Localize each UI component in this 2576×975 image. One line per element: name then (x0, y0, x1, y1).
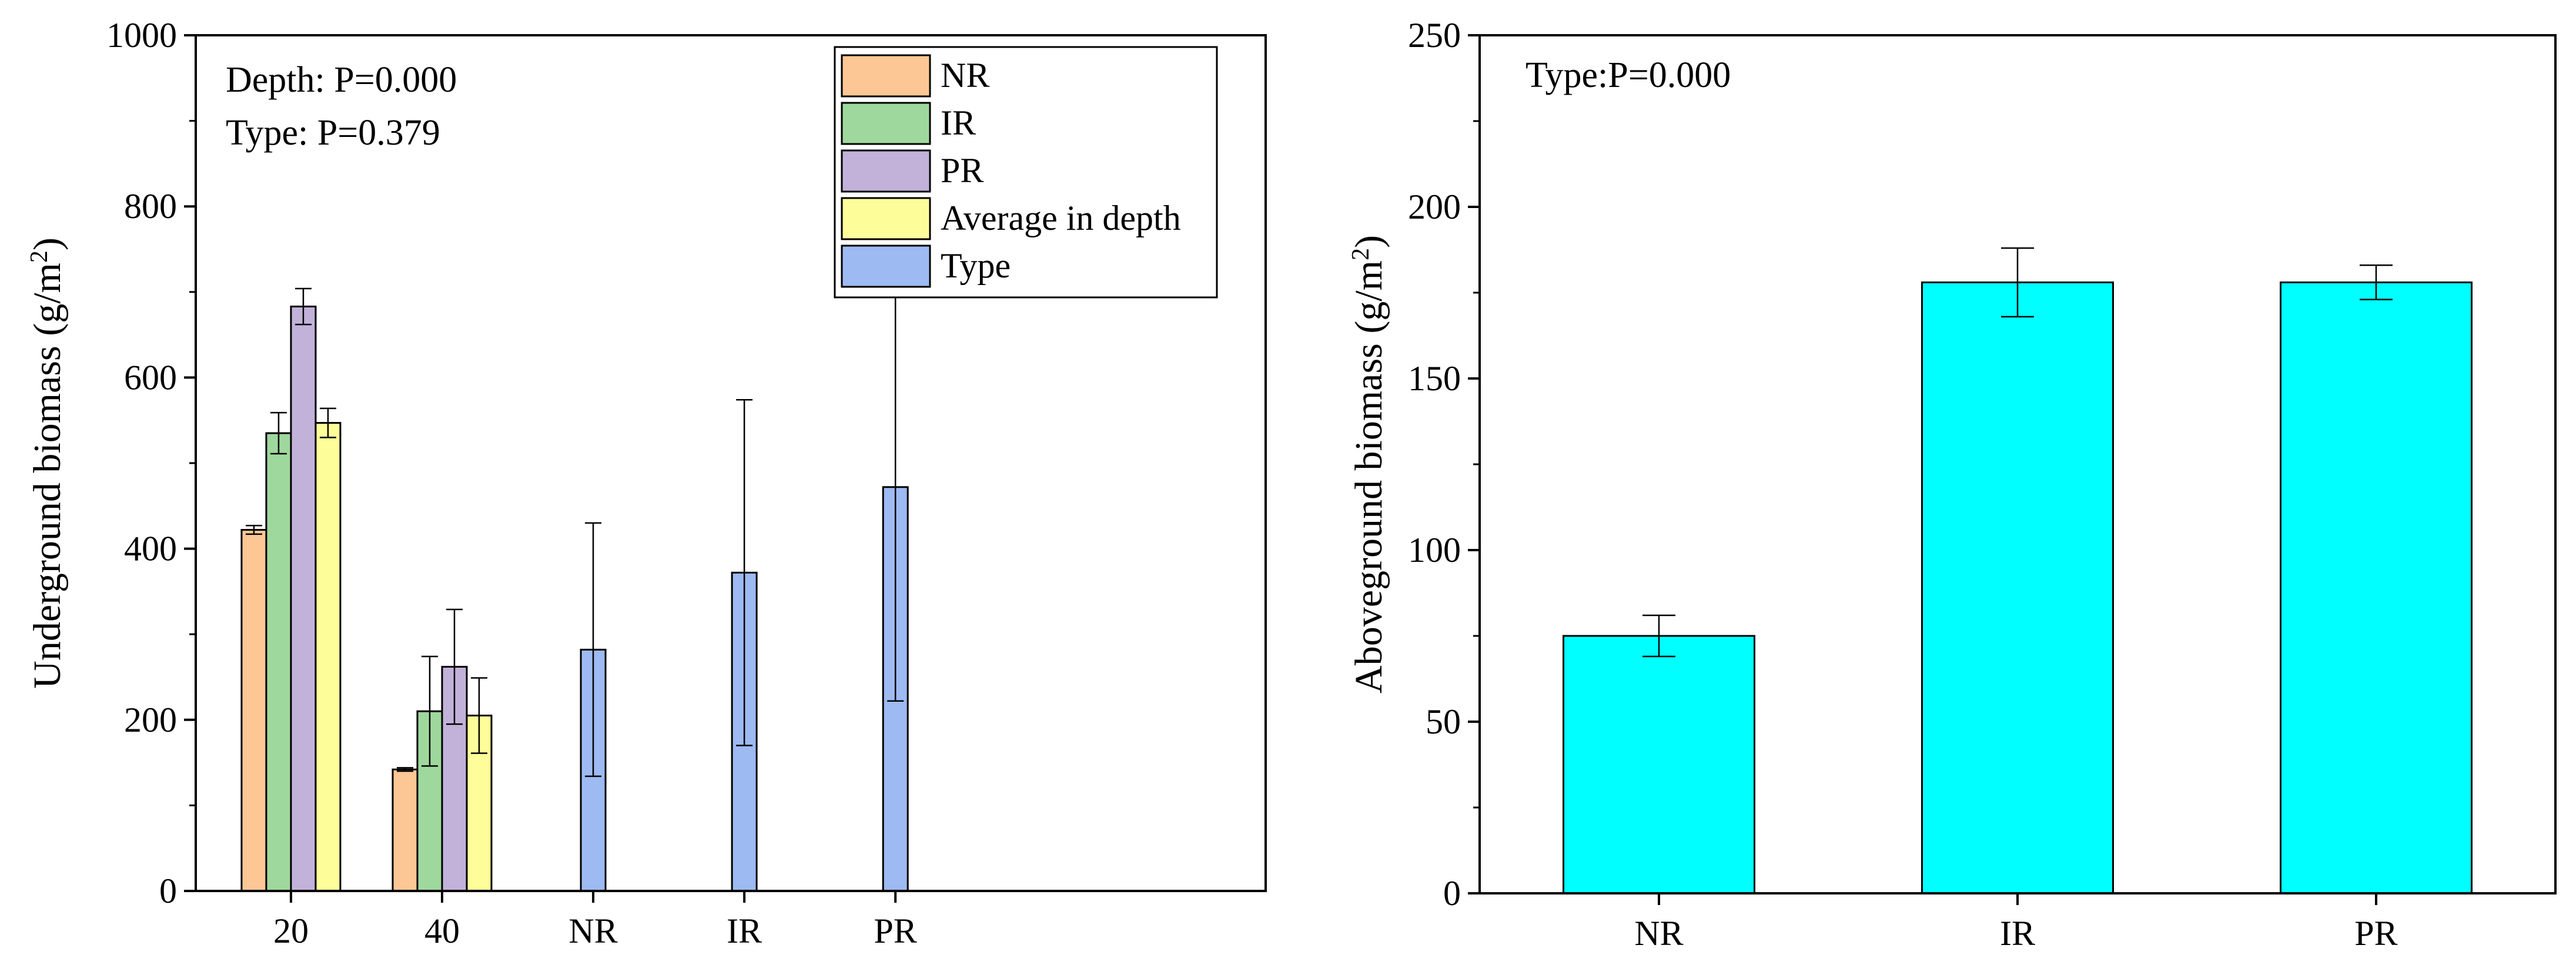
legend-swatch-ir (841, 102, 931, 145)
left-x-tick-label-20: 20 (273, 912, 309, 950)
right-x-axis-tick-labels: NR IR PR (1634, 914, 2397, 953)
legend-label-average-in-depth: Average in depth (941, 199, 1181, 237)
left-y-axis-tick-labels: 0 200 400 600 800 1000 (106, 16, 177, 910)
left-y-tick-label: 800 (124, 187, 177, 226)
right-annotation-type: Type:P=0.000 (1525, 55, 1731, 95)
right-y-tick-label: 250 (1408, 16, 1461, 55)
left-annotation-depth: Depth: P=0.000 (226, 60, 457, 100)
legend-swatch-nr (841, 54, 931, 98)
right-plot-frame (1478, 34, 2557, 894)
left-error-bars (245, 272, 904, 778)
legend-label-type: Type (941, 246, 1011, 285)
left-y-tick-label: 200 (124, 701, 177, 739)
left-x-tick-label-40: 40 (424, 912, 460, 950)
bar-aboveground-nr (1563, 635, 1755, 894)
left-x-tick-label-ir: IR (727, 912, 762, 950)
legend: NR IR PR Average in depth Type (834, 46, 1218, 299)
legend-swatch-type (841, 244, 931, 288)
right-x-tick-label-nr: NR (1634, 914, 1683, 953)
left-y-tick-label: 1000 (106, 16, 177, 55)
left-x-axis-tick-labels: 20 40 NR IR PR (273, 912, 917, 950)
right-bars (1563, 281, 2473, 894)
left-x-tick-label-pr: PR (874, 912, 917, 950)
legend-swatch-average-in-depth (841, 197, 931, 240)
bar-depth-20-ir (265, 432, 292, 892)
bar-depth-20-pr (290, 306, 317, 892)
left-y-tick-label: 0 (159, 872, 177, 910)
right-y-axis-title: Aboveground biomass (g/m2) (1347, 235, 1390, 693)
right-y-axis-tick-labels: 0 50 100 150 200 250 (1408, 16, 1461, 913)
right-x-tick-label-ir: IR (2000, 914, 2035, 953)
bar-aboveground-ir (1921, 281, 2114, 894)
right-y-tick-label: 100 (1408, 531, 1461, 569)
legend-label-nr: NR (941, 56, 989, 95)
left-annotation-type: Type: P=0.379 (226, 113, 440, 153)
right-error-bars (1642, 247, 2393, 658)
left-y-tick-label: 600 (124, 358, 177, 397)
underground-biomass-chart: 20 40 NR IR PR 0 200 400 600 800 1000 Underground… (26, 16, 1267, 950)
legend-label-ir: IR (941, 103, 976, 142)
bar-aboveground-pr (2280, 281, 2473, 894)
legend-swatch-pr (841, 149, 931, 193)
right-y-axis-ticks (1468, 34, 2377, 905)
bar-depth-20-nr (240, 529, 267, 892)
legend-label-pr: PR (941, 151, 983, 190)
left-plot-frame (195, 34, 1267, 892)
right-y-tick-label: 150 (1408, 359, 1461, 398)
bar-depth-40-nr (392, 768, 419, 892)
left-y-tick-label: 400 (124, 530, 177, 568)
bar-depth-20-average-in-depth (315, 422, 342, 892)
right-x-tick-label-pr: PR (2354, 914, 2397, 953)
left-x-tick-label-nr: NR (568, 912, 617, 950)
right-y-tick-label: 200 (1408, 187, 1461, 226)
right-y-tick-label: 50 (1426, 702, 1461, 741)
aboveground-biomass-chart: NR IR PR 0 50 100 150 200 250 Aboveground bioma… (1347, 16, 2557, 953)
right-y-tick-label: 0 (1443, 874, 1461, 913)
left-y-axis-title: Underground biomass (g/m2) (26, 237, 69, 689)
